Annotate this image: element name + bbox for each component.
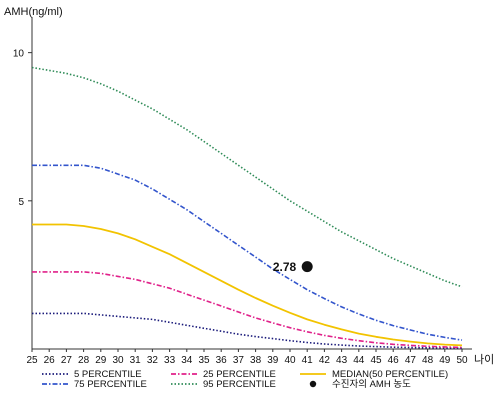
x-axis-title: 나이: [474, 353, 494, 366]
x-tick-label: 46: [388, 355, 400, 366]
x-tick-label: 37: [233, 355, 245, 366]
x-tick-label: 38: [250, 355, 262, 366]
patient-amh-point: [301, 261, 313, 273]
x-tick-label: 48: [422, 355, 434, 366]
legend-label: 95 PERCENTILE: [203, 379, 276, 390]
x-tick-label: 36: [216, 355, 228, 366]
annotation-layer: 2.78: [273, 260, 313, 274]
x-tick-label: 41: [302, 355, 314, 366]
series-line-median-50-percentile: [32, 223, 463, 347]
legend-label-patient: 수진자의 AMH 농도: [332, 379, 411, 390]
x-tick-label: 49: [439, 355, 451, 366]
y-tick-label: 5: [18, 197, 24, 208]
x-tick-label: 31: [130, 355, 142, 366]
x-tick-label: 39: [267, 355, 279, 366]
x-tick-label: 40: [284, 355, 296, 366]
x-tick-label: 35: [198, 355, 210, 366]
legend-marker-patient: [309, 380, 317, 388]
legend-label: 75 PERCENTILE: [74, 379, 147, 390]
patient-amh-value-label: 2.78: [273, 260, 297, 274]
x-tick-label: 42: [319, 355, 331, 366]
legend-label: MEDIAN(50 PERCENTILE): [332, 369, 448, 380]
series-line-25-percentile: [32, 271, 463, 349]
x-tick-label: 33: [164, 355, 176, 366]
legend-label: 25 PERCENTILE: [203, 369, 276, 380]
legend-label: 5 PERCENTILE: [74, 369, 142, 380]
x-tick-label: 45: [370, 355, 382, 366]
x-tick-label: 25: [26, 355, 38, 366]
y-axis-title: AMH(ng/ml): [4, 6, 63, 18]
x-tick-label: 43: [336, 355, 348, 366]
axes: AMH(ng/ml) 나이 5 10 25 26 27 28 29 30 31 32 33 34 35 36 3…: [4, 6, 494, 366]
x-tick-label: 47: [405, 355, 417, 366]
x-tick-label: 44: [353, 355, 365, 366]
x-tick-label: 50: [456, 355, 468, 366]
x-tick-label: 32: [147, 355, 159, 366]
legend: 5 PERCENTILE 25 PERCENTILE MEDIAN(50 PERCE…: [42, 369, 448, 390]
y-tick-label: 10: [13, 49, 25, 60]
x-tick-label: 30: [112, 355, 124, 366]
series-line-75-percentile: [32, 164, 463, 341]
x-tick-label: 28: [78, 355, 90, 366]
x-tick-label: 34: [181, 355, 193, 366]
x-tick-label: 26: [44, 355, 56, 366]
series-layer: [31, 66, 463, 349]
series-line-95-percentile: [31, 66, 463, 288]
x-tick-label: 29: [95, 355, 107, 366]
x-tick-label: 27: [61, 355, 73, 366]
series-line-5-percentile: [32, 312, 462, 349]
